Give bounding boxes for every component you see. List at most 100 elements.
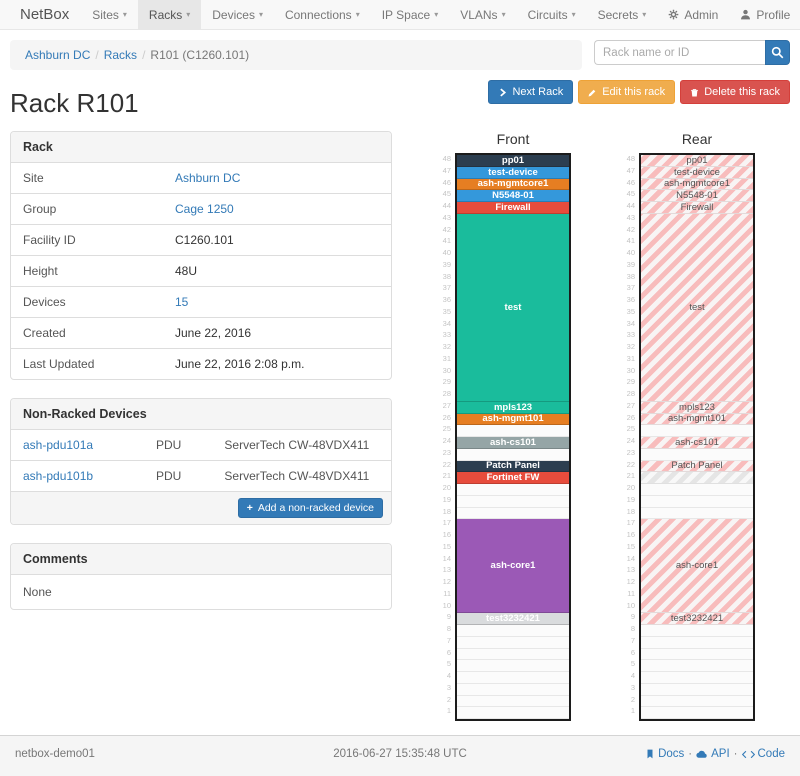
unit-number: 12 xyxy=(626,577,635,586)
footer-link-docs[interactable]: Docs xyxy=(645,748,684,760)
nav-item-circuits[interactable]: Circuits ▾ xyxy=(527,7,576,22)
device-front-pp01[interactable]: pp01 xyxy=(457,155,569,167)
main-nav: Sites ▾ Racks ▾ Devices ▾ Connections ▾ IP Space… xyxy=(81,0,657,29)
rack-unit-empty xyxy=(457,507,569,520)
unit-number: 25 xyxy=(626,424,635,434)
device-rear-test3232421[interactable]: test3232421 xyxy=(641,613,753,625)
unit-number: 20 xyxy=(442,483,451,492)
nav-item-devices[interactable]: Devices ▾ xyxy=(212,7,263,22)
device-rear-test[interactable]: test xyxy=(641,213,753,402)
device-rear-ash-cs101[interactable]: ash-cs101 xyxy=(641,437,753,449)
plus-icon: + xyxy=(246,502,253,514)
unit-number: 36 xyxy=(442,295,451,304)
footer-link-separator: · xyxy=(733,748,738,760)
device-rear-Patch Panel[interactable]: Patch Panel xyxy=(641,460,753,473)
breadcrumb: Ashburn DC / Racks / R101 (C1260.101) xyxy=(10,40,582,70)
unit-number: 34 xyxy=(442,318,451,328)
unit-number: 1 xyxy=(446,706,451,716)
unit-number: 38 xyxy=(442,271,451,281)
unit-number: 19 xyxy=(442,494,451,504)
unit-number: 20 xyxy=(626,483,635,492)
chevron-down-icon: ▾ xyxy=(434,10,439,19)
rack-unit-empty xyxy=(457,425,569,437)
page-title: Rack R101 xyxy=(10,88,139,118)
device-front-ash-mgmt101[interactable]: ash-mgmt101 xyxy=(457,413,569,426)
device-link[interactable]: ash-pdu101b xyxy=(23,469,94,483)
device-rear-ash-mgmt101[interactable]: ash-mgmt101 xyxy=(641,413,753,426)
attr-label: Site xyxy=(23,171,44,185)
unit-number: 41 xyxy=(626,236,635,246)
attr-value-link[interactable]: 15 xyxy=(175,295,189,309)
footer-link-api[interactable]: API xyxy=(696,748,730,760)
unit-number: 15 xyxy=(442,541,451,551)
rack-unit-empty xyxy=(641,448,753,461)
unit-number: 44 xyxy=(442,201,451,210)
attr-value-link[interactable]: Cage 1250 xyxy=(175,202,234,216)
device-front-test-device[interactable]: test-device xyxy=(457,166,569,179)
device-front-test[interactable]: test xyxy=(457,213,569,402)
unit-number: 45 xyxy=(442,189,451,199)
nav-item-profile[interactable]: Profile xyxy=(729,0,800,29)
delete-this-rack-button[interactable]: Delete this rack xyxy=(680,80,790,104)
device-link[interactable]: ash-pdu101a xyxy=(23,438,94,452)
rack-search-input[interactable] xyxy=(594,40,765,65)
rack-panel-title: Rack xyxy=(11,132,391,163)
rack-unit-empty xyxy=(641,695,753,708)
search-button[interactable] xyxy=(765,40,790,65)
device-rear-ash-core1[interactable]: ash-core1 xyxy=(641,519,753,614)
device-front-Firewall[interactable]: Firewall xyxy=(457,202,569,214)
device-rear-pp01[interactable]: pp01 xyxy=(641,155,753,167)
add-non-racked-device-button[interactable]: + Add a non-racked device xyxy=(237,498,383,518)
rack-unit-empty xyxy=(641,660,753,672)
front-elevation: Front 48 47 46 45 44 43 42 41 40 39 38 37 36 35 34 33 32… xyxy=(441,131,571,721)
device-rear-test-device[interactable]: test-device xyxy=(641,166,753,179)
device-front-ash-cs101[interactable]: ash-cs101 xyxy=(457,437,569,449)
nav-item-sites[interactable]: Sites ▾ xyxy=(92,7,127,22)
device-rear-Firewall[interactable]: Firewall xyxy=(641,202,753,214)
edit-this-rack-button[interactable]: Edit this rack xyxy=(578,80,676,104)
device-front-test3232421[interactable]: test3232421 xyxy=(457,613,569,625)
next-rack-button[interactable]: Next Rack xyxy=(488,80,574,104)
device-front-ash-mgmtcore1[interactable]: ash-mgmtcore1 xyxy=(457,178,569,191)
rack-unit-empty xyxy=(457,707,569,719)
comments-body: None xyxy=(23,585,52,599)
attr-value-link[interactable]: Ashburn DC xyxy=(175,171,241,185)
device-front-Fortinet FW[interactable]: Fortinet FW xyxy=(457,472,569,484)
unit-number: 21 xyxy=(442,471,451,481)
unit-number: 27 xyxy=(626,400,635,410)
device-front-Patch Panel[interactable]: Patch Panel xyxy=(457,460,569,473)
unit-number: 25 xyxy=(442,424,451,434)
nav-item-admin[interactable]: Admin xyxy=(657,0,729,29)
rack-unit-empty xyxy=(641,495,753,508)
nav-item-connections[interactable]: Connections ▾ xyxy=(284,7,360,22)
rack-unit-empty xyxy=(457,672,569,684)
netbox-brand[interactable]: NetBox xyxy=(20,6,70,23)
breadcrumb-link[interactable]: Racks xyxy=(103,48,138,62)
non-racked-devices-panel: Non-Racked Devices ash-pdu101a PDU ServerT… xyxy=(10,398,392,525)
breadcrumb-link[interactable]: Ashburn DC xyxy=(25,48,91,62)
person-icon xyxy=(740,9,751,20)
nav-item-vlans[interactable]: VLANs ▾ xyxy=(460,7,506,22)
device-name: ash-pdu101a xyxy=(11,430,144,461)
nav-item-secrets[interactable]: Secrets ▾ xyxy=(597,7,647,22)
nav-item-ip-space[interactable]: IP Space ▾ xyxy=(381,7,439,22)
attr-value: June 22, 2016 2:08 p.m. xyxy=(163,348,391,379)
device-rear-mpls123[interactable]: mpls123 xyxy=(641,401,753,414)
footer-link-code[interactable]: Code xyxy=(741,748,785,760)
device-front-ash-core1[interactable]: ash-core1 xyxy=(457,519,569,614)
nav-item-racks[interactable]: Racks ▾ xyxy=(137,0,202,29)
rack-info-panel: Rack Site Ashburn DC Group Cage 1250 Facilit… xyxy=(10,131,392,380)
device-rear-N5548-01[interactable]: N5548-01 xyxy=(641,190,753,202)
device-front-N5548-01[interactable]: N5548-01 xyxy=(457,190,569,202)
rack-unit-empty xyxy=(641,625,753,637)
table-row: Height 48U xyxy=(11,255,391,287)
device-rear-ash-mgmtcore1[interactable]: ash-mgmtcore1 xyxy=(641,178,753,191)
unit-number: 5 xyxy=(446,659,451,669)
attr-value: 48U xyxy=(163,255,391,287)
unit-number: 44 xyxy=(626,201,635,210)
unit-number: 16 xyxy=(626,530,635,539)
front-unit-numbers: 48 47 46 45 44 43 42 41 40 39 38 37 36 35 34 33 32 31 30 29… xyxy=(441,153,455,721)
unit-number: 45 xyxy=(626,189,635,199)
device-front-mpls123[interactable]: mpls123 xyxy=(457,401,569,414)
unit-number: 8 xyxy=(630,624,635,633)
